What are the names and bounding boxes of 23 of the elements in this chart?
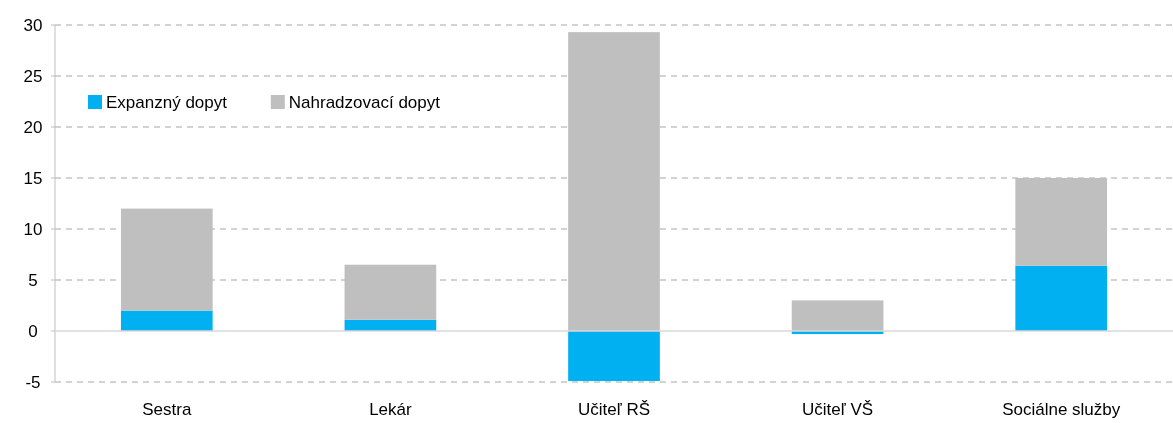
bar bbox=[791, 300, 884, 331]
y-tick-label: 20 bbox=[23, 117, 43, 137]
y-tick-label: 5 bbox=[28, 270, 38, 290]
legend-label: Expanzný dopyt bbox=[106, 92, 228, 112]
bar bbox=[120, 310, 213, 331]
bar bbox=[1015, 178, 1108, 266]
y-tick-label: 0 bbox=[28, 321, 38, 341]
bar bbox=[1015, 265, 1108, 331]
y-tick-label: -5 bbox=[25, 372, 41, 392]
y-tick-label: 30 bbox=[23, 15, 43, 35]
y-tick-label: 10 bbox=[23, 219, 43, 239]
x-tick-label: Sociálne služby bbox=[1002, 400, 1121, 419]
x-tick-label: Sestra bbox=[142, 400, 192, 419]
legend-label: Nahradzovací dopyt bbox=[288, 92, 441, 112]
bar bbox=[568, 331, 660, 381]
x-tick-label: Lekár bbox=[369, 400, 412, 419]
y-tick-label: 15 bbox=[23, 168, 43, 188]
x-tick-label: Učiteľ RŠ bbox=[577, 400, 651, 419]
y-tick-label: 25 bbox=[23, 66, 43, 86]
x-tick-label: Učiteľ VŠ bbox=[802, 400, 874, 419]
bar bbox=[120, 208, 213, 311]
bar bbox=[344, 264, 437, 320]
bar bbox=[568, 32, 660, 331]
